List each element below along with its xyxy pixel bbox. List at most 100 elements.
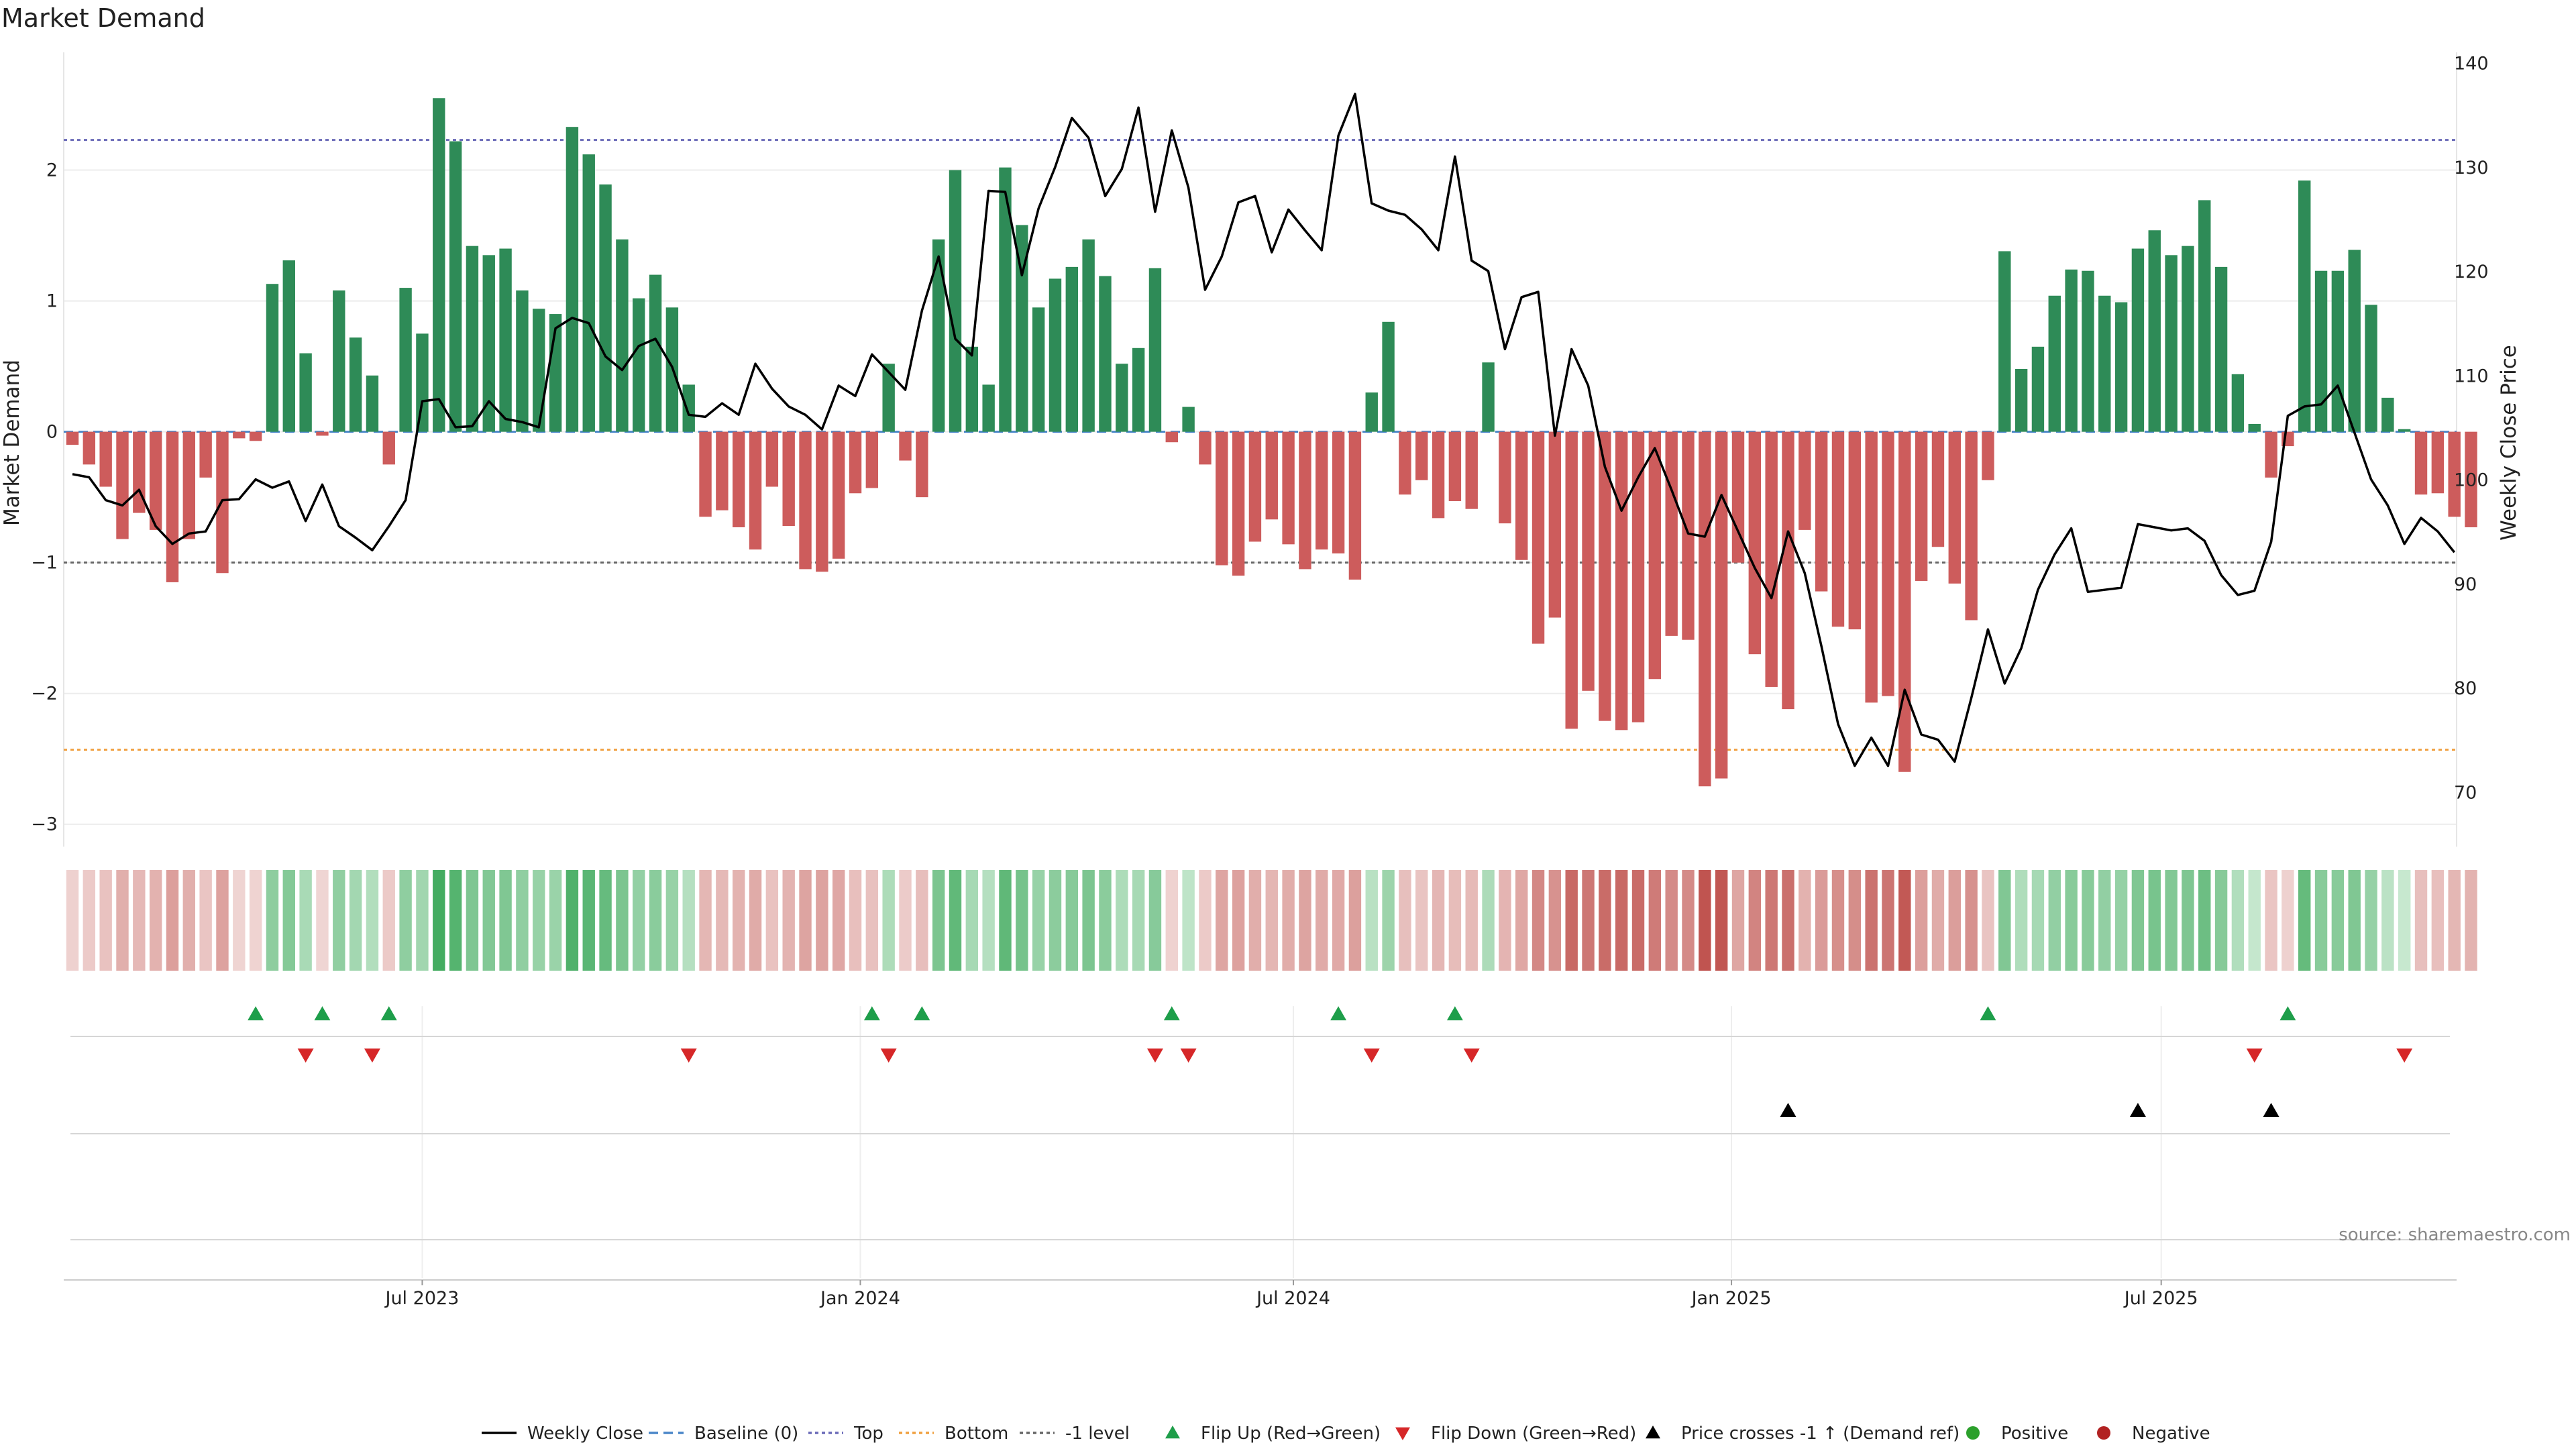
demand-bar <box>965 346 979 432</box>
heat-cell <box>765 870 779 971</box>
y2-tick-label: 130 <box>2454 158 2489 178</box>
flip-down-marker <box>1363 1049 1380 1063</box>
flip-up-marker <box>1446 1006 1463 1020</box>
demand-bars <box>66 98 2477 787</box>
demand-bar <box>1599 431 1611 721</box>
demand-bar <box>182 431 196 539</box>
y2-tick-label: 100 <box>2454 470 2489 491</box>
y-tick-label: −3 <box>31 814 58 835</box>
demand-bar <box>633 298 645 432</box>
demand-bar <box>599 184 612 432</box>
demand-bar <box>1915 431 1928 581</box>
heat-cell <box>416 870 429 971</box>
heat-cell <box>449 870 462 971</box>
demand-bar <box>2398 429 2411 432</box>
demand-bar <box>1049 278 1062 432</box>
legend-label: Weekly Close <box>527 1424 643 1444</box>
demand-bar <box>1848 431 1862 630</box>
demand-bar <box>2198 200 2211 432</box>
heat-cell <box>133 870 146 971</box>
demand-bar <box>1665 431 1678 636</box>
demand-bar <box>932 239 945 432</box>
heat-cell <box>1699 870 1711 971</box>
demand-bar <box>83 431 96 465</box>
flip-down-marker <box>1463 1049 1480 1063</box>
heat-cell <box>1599 870 1611 971</box>
heat-cell <box>1165 870 1178 971</box>
demand-bar <box>616 239 629 432</box>
heat-cell <box>1199 870 1212 971</box>
demand-bar <box>1565 431 1578 729</box>
demand-bar <box>1116 364 1128 432</box>
demand-bar <box>2231 374 2245 432</box>
demand-bar <box>1182 407 1195 432</box>
heat-cell <box>2448 870 2461 971</box>
demand-bar <box>1982 431 1994 480</box>
x-tick-label: Jul 2025 <box>2123 1288 2198 1309</box>
demand-bar <box>1548 431 1562 618</box>
demand-bar <box>399 288 412 432</box>
demand-bar <box>1032 307 1045 432</box>
demand-bar <box>233 431 246 439</box>
demand-bar <box>716 431 729 511</box>
demand-bar <box>1448 431 1462 501</box>
demand-bar <box>582 154 595 432</box>
heat-cell <box>2214 870 2228 971</box>
heat-cell <box>616 870 629 971</box>
heat-cell <box>1415 870 1428 971</box>
demand-bar <box>516 290 529 432</box>
heat-cell <box>1515 870 1528 971</box>
heat-cell <box>166 870 179 971</box>
heat-cell <box>1016 870 1028 971</box>
heat-cell <box>249 870 262 971</box>
heat-cell <box>1965 870 1978 971</box>
demand-bar <box>849 431 862 494</box>
demand-bar <box>682 384 695 432</box>
demand-bar <box>2365 305 2377 432</box>
x-tick-labels: Jul 2023 Jan 2024 Jul 2024 Jan 2025 Jul 2025 <box>384 1280 2198 1309</box>
demand-bar <box>949 170 962 432</box>
demand-bar <box>1099 276 1112 432</box>
heat-cell <box>1765 870 1778 971</box>
heat-cell <box>932 870 945 971</box>
heat-cell <box>182 870 196 971</box>
heat-cell <box>682 870 695 971</box>
demand-bar <box>149 431 162 530</box>
demand-bar <box>2131 248 2145 432</box>
flip-down-marker <box>1180 1049 1197 1063</box>
demand-bar <box>199 431 212 478</box>
demand-bar <box>2214 266 2228 432</box>
heat-cell <box>2165 870 2178 971</box>
heat-cell <box>1631 870 1645 971</box>
heat-cell <box>1548 870 1562 971</box>
flip-down-marker <box>364 1049 380 1063</box>
demand-bar <box>2148 230 2161 432</box>
heat-cell <box>633 870 645 971</box>
flip-up-marker <box>1980 1006 1996 1020</box>
demand-bar <box>1415 431 1428 480</box>
y-tick-label: −1 <box>31 553 58 574</box>
demand-bar <box>282 260 295 432</box>
price-cross-marker <box>2263 1103 2279 1117</box>
demand-bar <box>865 431 879 488</box>
demand-bar <box>1815 431 1828 592</box>
demand-bar <box>2465 431 2477 527</box>
demand-bar <box>366 375 379 432</box>
x-gridlines <box>64 1006 2457 1281</box>
heat-cell <box>965 870 979 971</box>
demand-bar <box>1465 431 1478 509</box>
demand-bar <box>333 290 345 432</box>
demand-bar <box>1165 431 1178 443</box>
y2-tick-label: 70 <box>2454 782 2477 803</box>
heat-cell <box>916 870 928 971</box>
demand-bar <box>1199 431 1212 465</box>
y-tick-label: 0 <box>46 422 58 443</box>
heat-cell <box>549 870 562 971</box>
heat-cell <box>1815 870 1828 971</box>
signal-markers <box>248 1006 2413 1117</box>
heat-cell <box>1216 870 1228 971</box>
demand-bar <box>2065 269 2078 432</box>
heat-cell <box>1282 870 1295 971</box>
heat-cell <box>1365 870 1378 971</box>
flip-down-marker <box>680 1049 697 1063</box>
